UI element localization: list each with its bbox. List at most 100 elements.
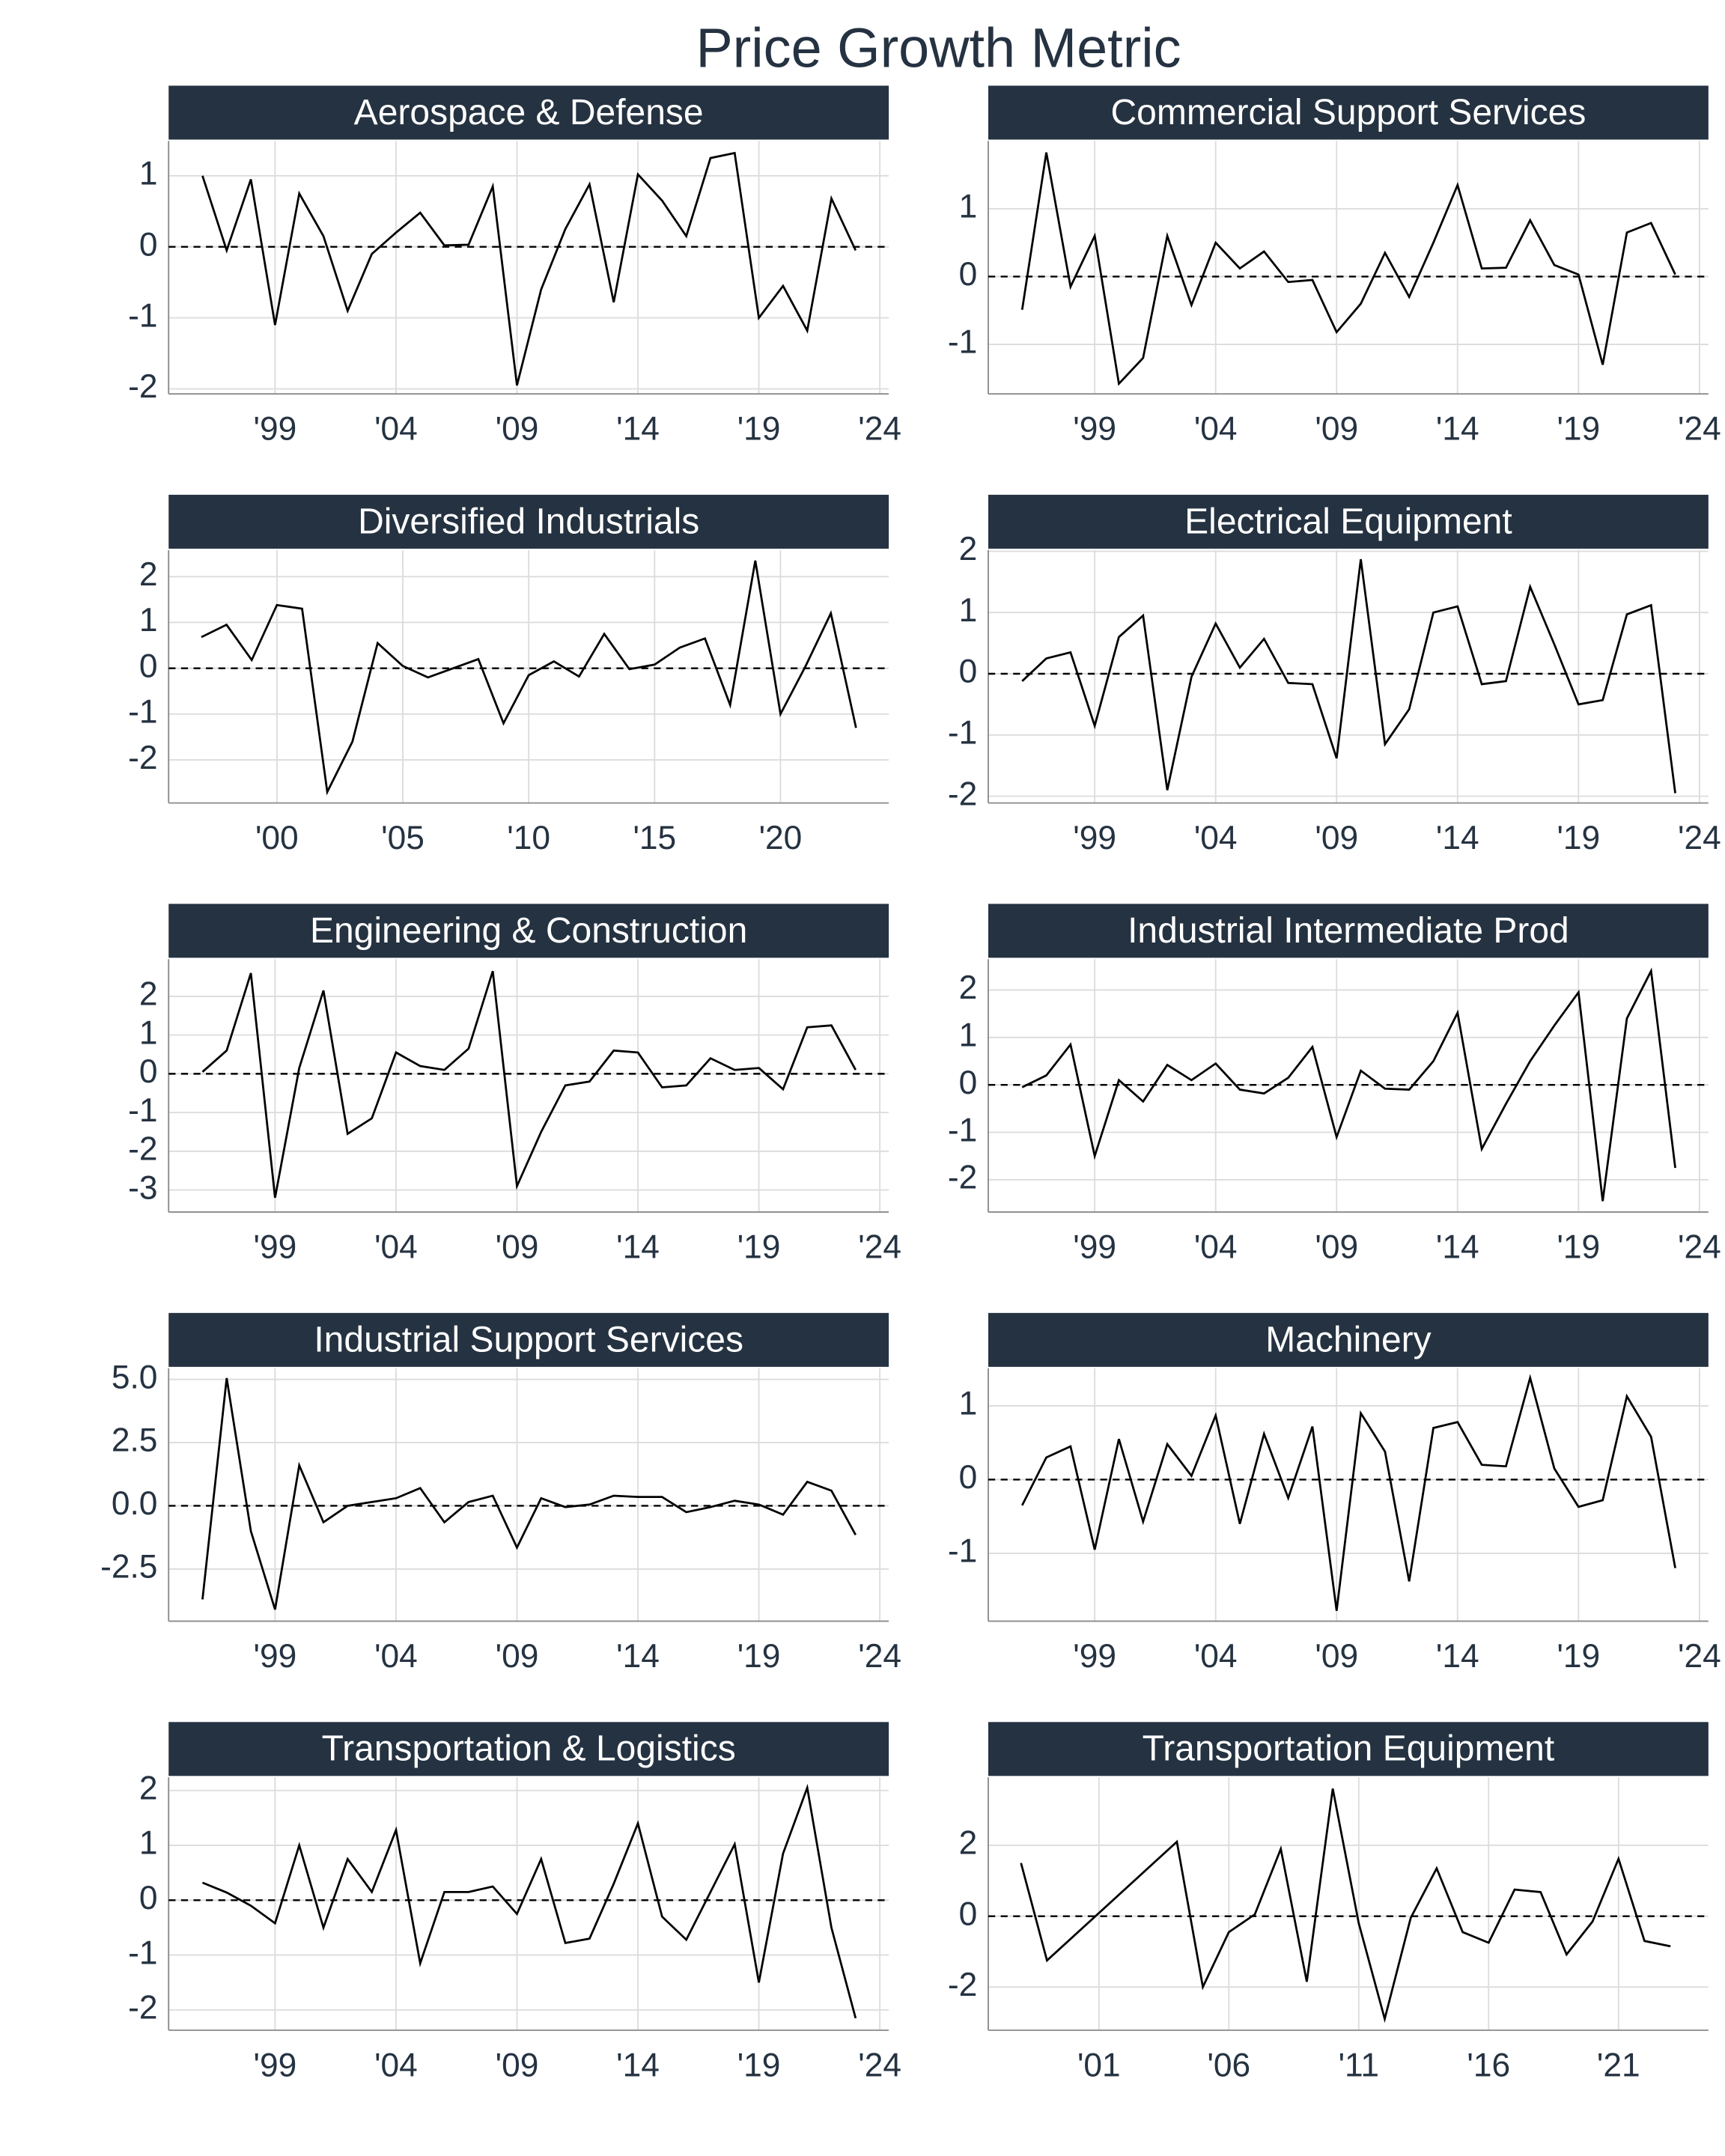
- x-tick-label: '19: [737, 1638, 781, 1675]
- y-tick-label: -2: [948, 1160, 977, 1196]
- line: [201, 1377, 857, 1610]
- x-tick-label: '14: [616, 1229, 660, 1266]
- x-tick-label: '99: [254, 411, 297, 448]
- x-tick-label: '11: [1339, 2047, 1379, 2084]
- y-tick-label: 2: [139, 1770, 158, 1806]
- panel-title: Machinery: [1265, 1320, 1431, 1359]
- x-tick-label: '19: [1557, 411, 1600, 448]
- x-tick-label: '00: [255, 820, 299, 856]
- x-tick-label: '14: [1436, 820, 1479, 856]
- strip: [988, 85, 1709, 140]
- x-tick-label: '04: [1194, 1638, 1238, 1675]
- strip: [988, 904, 1709, 958]
- panel-title: Engineering & Construction: [310, 911, 747, 951]
- x-tick-label: '09: [496, 1638, 539, 1675]
- y-tick-label: -1: [948, 1112, 977, 1148]
- x-tick-label: '19: [737, 1229, 781, 1266]
- x-tick-label: '09: [1315, 1229, 1358, 1266]
- y-tick-label: 1: [139, 156, 158, 192]
- panel-title: Transportation & Logistics: [322, 1729, 736, 1769]
- x-tick-label: '24: [1678, 1638, 1721, 1675]
- strip: [168, 904, 889, 958]
- strip: [168, 1312, 889, 1367]
- y-tick-label: -3: [128, 1169, 157, 1206]
- panel-title: Diversified Industrials: [358, 502, 699, 541]
- x-tick-label: '20: [759, 820, 803, 856]
- line: [1020, 152, 1676, 386]
- line: [201, 560, 857, 796]
- y-tick-label: 0: [139, 1880, 158, 1916]
- x-tick-label: '01: [1077, 2047, 1121, 2084]
- x-tick-label: '19: [737, 411, 781, 448]
- y-tick-label: 1: [959, 1017, 978, 1054]
- x-tick-label: '14: [616, 411, 660, 448]
- y-tick-label: 2: [959, 969, 978, 1006]
- x-tick-label: '21: [1597, 2047, 1640, 2084]
- x-tick-label: '04: [374, 2047, 418, 2084]
- panel-title: Industrial Support Services: [314, 1320, 743, 1359]
- y-tick-label: -1: [948, 1533, 977, 1570]
- y-tick-label: 1: [959, 189, 978, 225]
- x-tick-label: '24: [858, 411, 901, 448]
- x-tick-label: '99: [1073, 1638, 1116, 1675]
- x-tick-label: '99: [1073, 411, 1116, 448]
- x-tick-label: '15: [633, 820, 676, 856]
- x-tick-label: '05: [381, 820, 425, 856]
- y-tick-label: 2.5: [112, 1422, 158, 1459]
- panel-title: Aerospace & Defense: [354, 93, 704, 133]
- y-tick-label: 2: [959, 1825, 978, 1862]
- y-tick-label: 1: [139, 1014, 158, 1051]
- line: [201, 151, 857, 386]
- y-tick-label: 0: [139, 226, 158, 263]
- y-tick-label: 0.0: [112, 1485, 158, 1522]
- line: [1020, 1788, 1671, 2023]
- y-tick-label: -1: [128, 297, 157, 334]
- x-tick-label: '14: [1436, 1638, 1479, 1675]
- strip: [988, 1312, 1709, 1367]
- y-tick-label: -1: [128, 1934, 157, 1971]
- y-tick-label: 0: [959, 256, 978, 293]
- y-tick-label: -1: [128, 694, 157, 731]
- y-tick-label: 1: [959, 592, 978, 629]
- x-tick-label: '14: [616, 1638, 660, 1675]
- y-tick-label: -1: [948, 324, 977, 361]
- x-tick-label: '09: [496, 1229, 539, 1266]
- x-tick-label: '19: [1557, 1229, 1600, 1266]
- line: [201, 1783, 857, 2019]
- y-tick-label: -2.5: [100, 1549, 157, 1586]
- panel-title: Electrical Equipment: [1184, 502, 1512, 541]
- x-tick-label: '24: [858, 1229, 901, 1266]
- x-tick-label: '24: [1678, 411, 1721, 448]
- strip: [168, 494, 889, 549]
- strip: [168, 1722, 889, 1776]
- y-tick-label: 0: [139, 1053, 158, 1090]
- x-tick-label: '09: [1315, 1638, 1358, 1675]
- strip: [168, 85, 889, 140]
- x-tick-label: '24: [1678, 1229, 1721, 1266]
- x-tick-label: '99: [1073, 820, 1116, 856]
- x-tick-label: '04: [1194, 411, 1238, 448]
- y-tick-label: 0: [959, 1895, 978, 1932]
- y-tick-label: 2: [139, 556, 158, 593]
- x-tick-label: '04: [374, 411, 418, 448]
- x-tick-label: '19: [1557, 1638, 1600, 1675]
- strip: [988, 494, 1709, 549]
- x-tick-label: '24: [1678, 820, 1721, 856]
- x-tick-label: '19: [1557, 820, 1600, 856]
- x-tick-label: '10: [507, 820, 550, 856]
- strip: [988, 1722, 1709, 1776]
- y-tick-label: -1: [128, 1092, 157, 1129]
- x-tick-label: '14: [1436, 1229, 1479, 1266]
- y-tick-label: 2: [139, 976, 158, 1013]
- x-tick-label: '04: [374, 1229, 418, 1266]
- x-tick-label: '14: [616, 2047, 660, 2084]
- y-tick-label: 0: [959, 654, 978, 690]
- x-tick-label: '04: [1194, 820, 1238, 856]
- x-tick-label: '16: [1467, 2047, 1510, 2084]
- y-tick-label: -2: [128, 1990, 157, 2026]
- x-tick-label: '99: [254, 1229, 297, 1266]
- line: [1021, 967, 1676, 1202]
- y-tick-label: 5.0: [112, 1359, 158, 1395]
